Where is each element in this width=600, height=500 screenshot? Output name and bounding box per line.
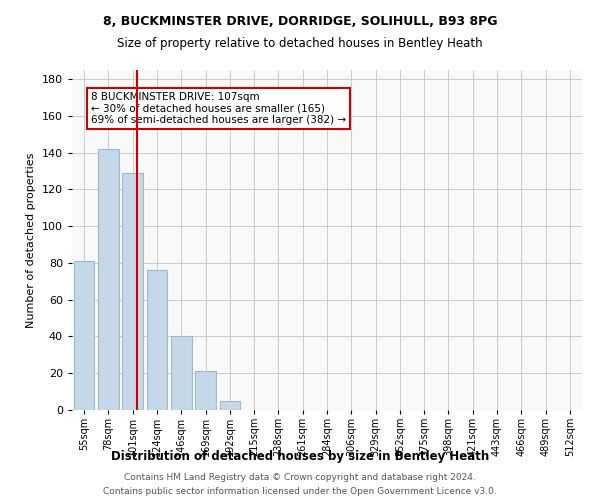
Bar [98,149,119,410]
Bar [195,372,216,410]
Bar [171,336,191,410]
Text: Contains public sector information licensed under the Open Government Licence v3: Contains public sector information licen… [103,488,497,496]
Bar [74,261,94,410]
Bar [220,401,240,410]
Bar [146,270,167,410]
Text: 8, BUCKMINSTER DRIVE, DORRIDGE, SOLIHULL, B93 8PG: 8, BUCKMINSTER DRIVE, DORRIDGE, SOLIHULL… [103,15,497,28]
Text: Distribution of detached houses by size in Bentley Heath: Distribution of detached houses by size … [111,450,489,463]
Bar [122,173,143,410]
Text: Size of property relative to detached houses in Bentley Heath: Size of property relative to detached ho… [117,38,483,51]
Y-axis label: Number of detached properties: Number of detached properties [26,152,36,328]
Text: 8 BUCKMINSTER DRIVE: 107sqm
← 30% of detached houses are smaller (165)
69% of se: 8 BUCKMINSTER DRIVE: 107sqm ← 30% of det… [91,92,346,126]
Text: Contains HM Land Registry data © Crown copyright and database right 2024.: Contains HM Land Registry data © Crown c… [124,472,476,482]
